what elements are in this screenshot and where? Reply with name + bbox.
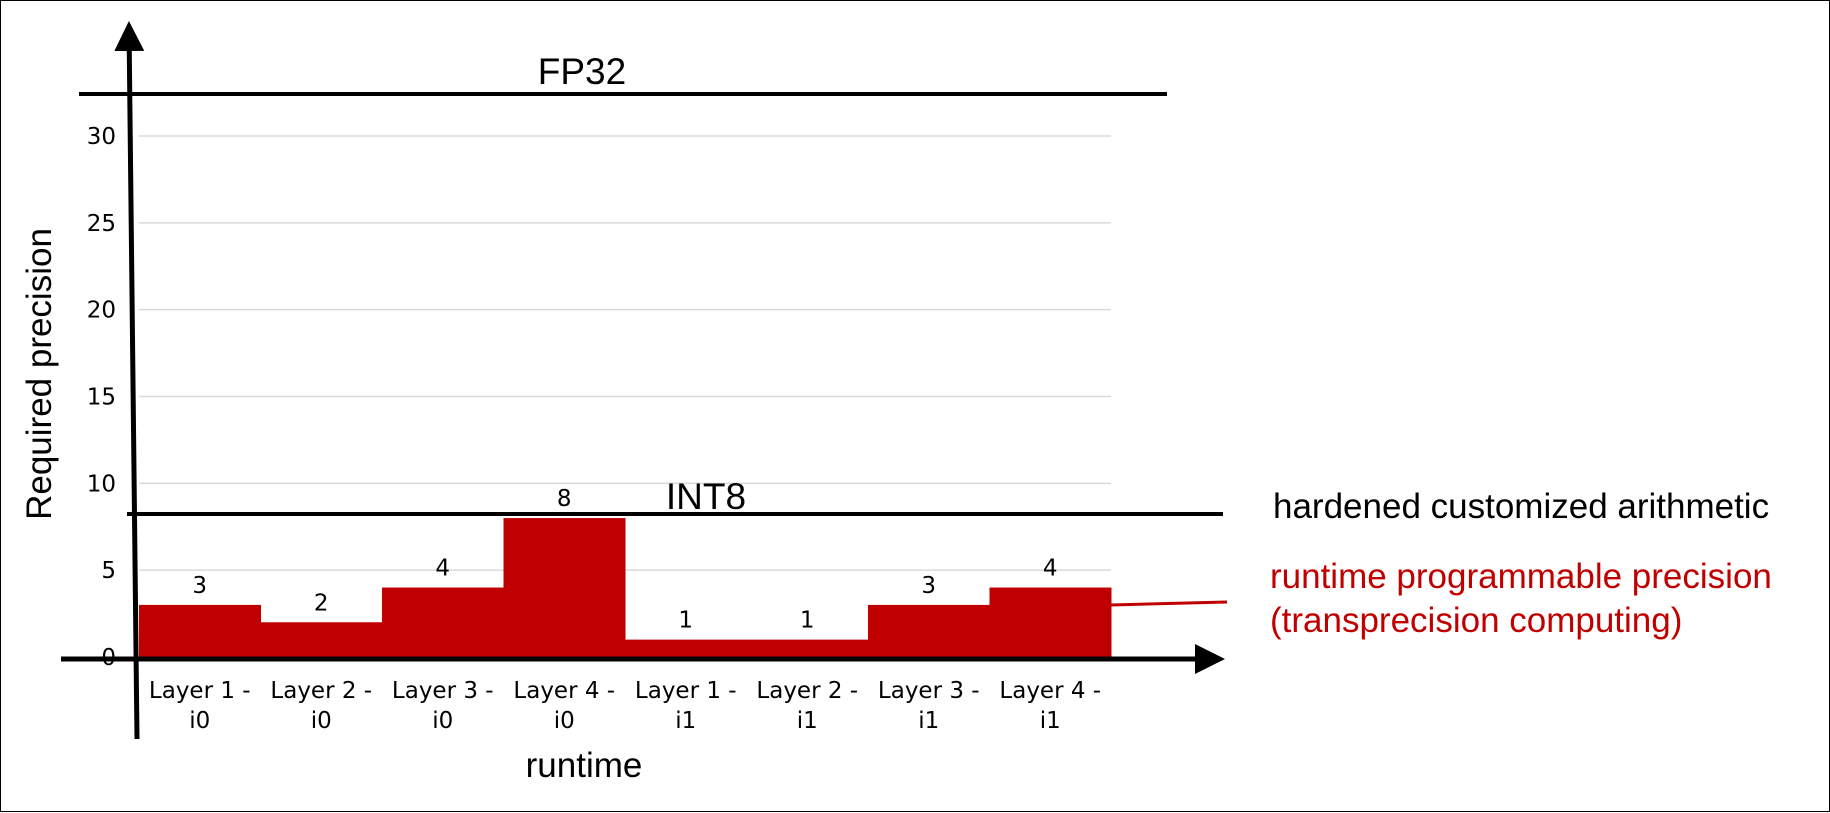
category-label-7-line-1: Layer 3 - — [878, 678, 980, 704]
gridlines — [139, 135, 1111, 571]
category-label-6-line-1: Layer 2 - — [756, 678, 858, 704]
category-label-5-line-2: i1 — [675, 708, 696, 734]
bar-7 — [868, 604, 990, 657]
y-tick-20: 20 — [87, 298, 116, 324]
data-label-1: 3 — [192, 573, 207, 599]
bar-3 — [382, 587, 504, 657]
int8-label: INT8 — [666, 476, 746, 517]
bar-4 — [503, 518, 626, 657]
transprecision-note: (transprecision computing) — [1270, 601, 1682, 640]
data-label-5: 1 — [678, 608, 693, 634]
y-tick-15: 15 — [87, 385, 116, 411]
category-label-3-line-2: i0 — [432, 708, 453, 734]
bar-2 — [260, 622, 383, 657]
data-label-7: 3 — [921, 573, 936, 599]
category-label-3-line-1: Layer 3 - — [392, 678, 494, 704]
bar-8 — [989, 587, 1112, 657]
fp32-label: FP32 — [538, 51, 626, 92]
data-labels: 3 2 4 8 1 1 3 4 — [192, 486, 1057, 634]
runtime-connector-line — [1110, 600, 1228, 607]
data-label-2: 2 — [314, 590, 329, 616]
precision-steps — [139, 518, 1112, 657]
category-label-8-line-2: i1 — [1040, 708, 1061, 734]
category-label-1-line-2: i0 — [189, 708, 210, 734]
bar-6 — [746, 639, 869, 657]
y-axis — [114, 21, 145, 740]
category-label-2-line-2: i0 — [311, 708, 332, 734]
x-axis-title: runtime — [526, 746, 643, 785]
y-tick-10: 10 — [87, 471, 116, 497]
y-tick-30: 30 — [87, 124, 116, 150]
category-label-4-line-1: Layer 4 - — [513, 678, 615, 704]
category-label-2-line-1: Layer 2 - — [270, 678, 372, 704]
y-tick-25: 25 — [87, 211, 116, 237]
data-label-6: 1 — [800, 608, 815, 634]
bar-1 — [139, 604, 261, 657]
category-label-7-line-2: i1 — [918, 708, 939, 734]
data-label-8: 4 — [1043, 556, 1058, 582]
category-label-1-line-1: Layer 1 - — [149, 678, 251, 704]
y-tick-5: 5 — [101, 558, 116, 584]
category-label-8-line-1: Layer 4 - — [999, 678, 1101, 704]
y-tick-labels: 051015202530 — [87, 124, 116, 671]
data-label-4: 8 — [557, 486, 572, 512]
hardened-arithmetic-note: hardened customized arithmetic — [1273, 487, 1769, 526]
category-label-5-line-1: Layer 1 - — [635, 678, 737, 704]
category-labels: Layer 1 - i0 Layer 2 - i0 Layer 3 - i0 Layer 4… — [149, 678, 1101, 734]
data-label-3: 4 — [435, 556, 450, 582]
category-label-6-line-2: i1 — [797, 708, 818, 734]
category-label-4-line-2: i0 — [554, 708, 575, 734]
runtime-precision-note: runtime programmable precision — [1270, 557, 1772, 596]
bar-5 — [625, 639, 747, 657]
y-axis-title: Required precision — [20, 228, 59, 520]
